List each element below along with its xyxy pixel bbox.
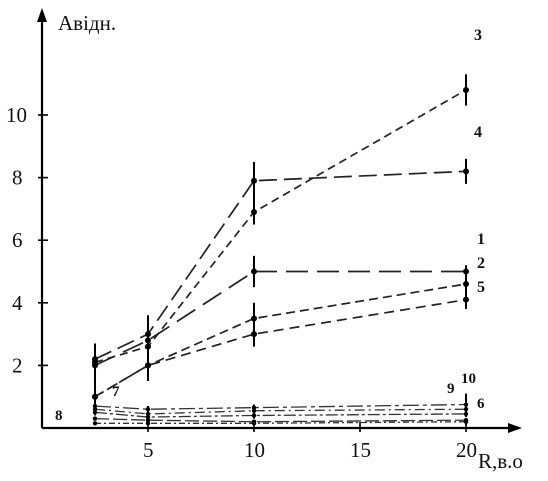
data-point [251,209,257,216]
series-label-1: 1 [477,231,485,248]
y-axis-arrow [37,8,47,22]
x-tick-label: 15 [350,438,371,462]
series-label-8: 8 [55,408,63,424]
data-point [463,402,469,407]
data-point [251,268,257,275]
data-point [463,168,469,175]
data-point [251,177,257,184]
data-point [463,268,469,275]
series-4 [92,158,469,375]
data-point [463,419,469,424]
y-tick-label: 2 [12,353,23,377]
data-point [463,281,469,288]
series-line [94,170,467,360]
series-10 [92,393,469,416]
series-line [94,411,467,418]
data-point [145,362,151,369]
series-label-4: 4 [474,124,482,141]
series-line [94,298,467,398]
series-line [94,89,467,364]
series-label-6: 6 [477,396,485,412]
series-line [94,408,467,415]
series-line [94,270,466,367]
x-tick-label: 20 [456,438,477,462]
data-point [145,417,151,423]
series-line [94,283,467,398]
y-tick-label: 6 [12,228,23,252]
data-point [92,356,98,363]
series-group [92,74,469,426]
series-label-3: 3 [474,27,482,44]
series-label-10: 10 [461,371,476,387]
series-label-2: 2 [477,255,485,272]
data-point [145,411,151,417]
data-point [463,86,469,93]
ticks: 5 10 15 20 2 4 6 8 10 [6,103,477,462]
data-point [145,331,151,338]
data-point [92,393,98,400]
y-tick-label: 10 [6,103,27,127]
x-axis-label: R,в.о [478,449,523,473]
x-axis-arrow [508,423,522,433]
y-axis-label: Авідн. [58,11,116,35]
axes [37,8,522,433]
series-line [94,417,467,423]
data-point [251,405,257,410]
data-point [463,296,469,303]
data-point [251,315,257,322]
series-label-7: 7 [112,384,120,400]
data-point [92,403,98,409]
y-tick-label: 8 [12,166,23,190]
data-point [251,331,257,338]
data-point [145,407,151,412]
data-point [92,416,98,421]
y-tick-label: 4 [12,291,23,315]
data-point [251,413,257,418]
series-label-9: 9 [447,381,455,397]
data-point [92,421,98,426]
x-tick-label: 10 [244,438,265,462]
series-labels: 1 2 3 4 5 6 7 8 9 10 [55,27,485,424]
series-label-5: 5 [477,279,485,296]
series-line [94,403,467,410]
x-tick-label: 5 [143,438,154,462]
